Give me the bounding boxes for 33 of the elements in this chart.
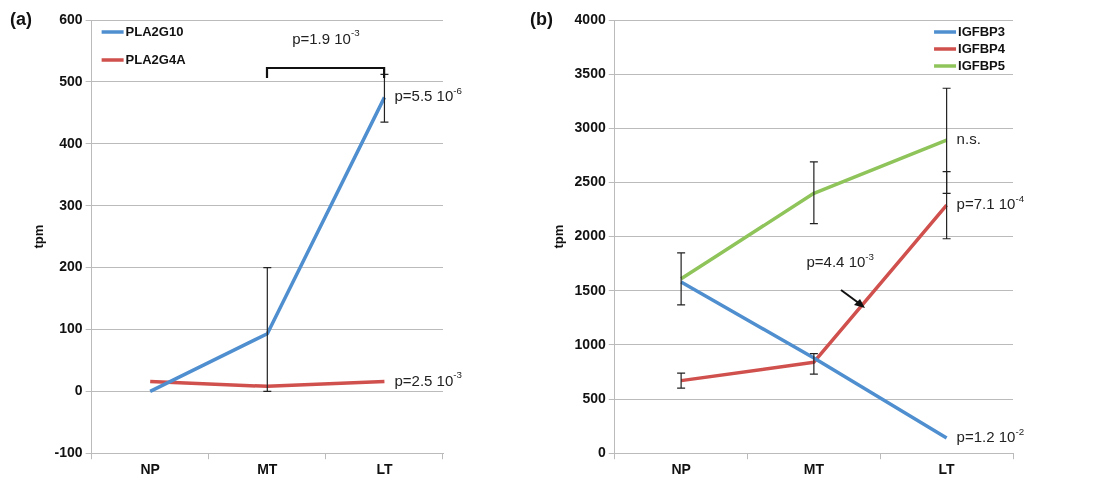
y-tick-label: 4000: [574, 10, 606, 27]
y-tick-label: 0: [597, 444, 606, 461]
y-tick-label: 500: [59, 72, 83, 89]
x-tick-label: MT: [803, 461, 825, 478]
chart-title: (a): [10, 8, 32, 29]
chart-title: (b): [530, 8, 553, 29]
y-tick-label: 200: [59, 258, 83, 275]
x-tick-label: NP: [140, 461, 160, 478]
y-axis-title: tpm: [31, 224, 47, 249]
x-tick-label: MT: [257, 461, 278, 478]
y-tick-label: 500: [582, 389, 606, 406]
y-tick-label: 100: [59, 320, 83, 337]
annotation: n.s.: [956, 130, 981, 148]
y-tick-label: 0: [74, 382, 83, 399]
y-tick-label: 300: [59, 196, 83, 213]
y-tick-label: 3000: [574, 119, 606, 136]
y-tick-label: 2000: [574, 227, 606, 244]
legend-label: IGFBP4: [958, 40, 1006, 56]
legend-label: IGFBP5: [958, 57, 1006, 73]
y-tick-label: -100: [54, 444, 83, 461]
legend-label: PLA2G4A: [125, 51, 187, 67]
y-tick-label: 600: [59, 10, 83, 27]
x-tick-label: NP: [671, 461, 691, 478]
y-tick-label: 2500: [574, 173, 606, 190]
y-tick-label: 400: [59, 134, 83, 151]
y-tick-label: 1000: [574, 335, 606, 352]
legend-label: IGFBP3: [958, 23, 1006, 39]
y-tick-label: 3500: [574, 65, 606, 82]
y-axis-title: tpm: [551, 224, 567, 249]
y-tick-label: 1500: [574, 281, 606, 298]
x-tick-label: LT: [938, 461, 956, 478]
x-tick-label: LT: [376, 461, 393, 478]
legend-label: PLA2G10: [125, 23, 184, 39]
